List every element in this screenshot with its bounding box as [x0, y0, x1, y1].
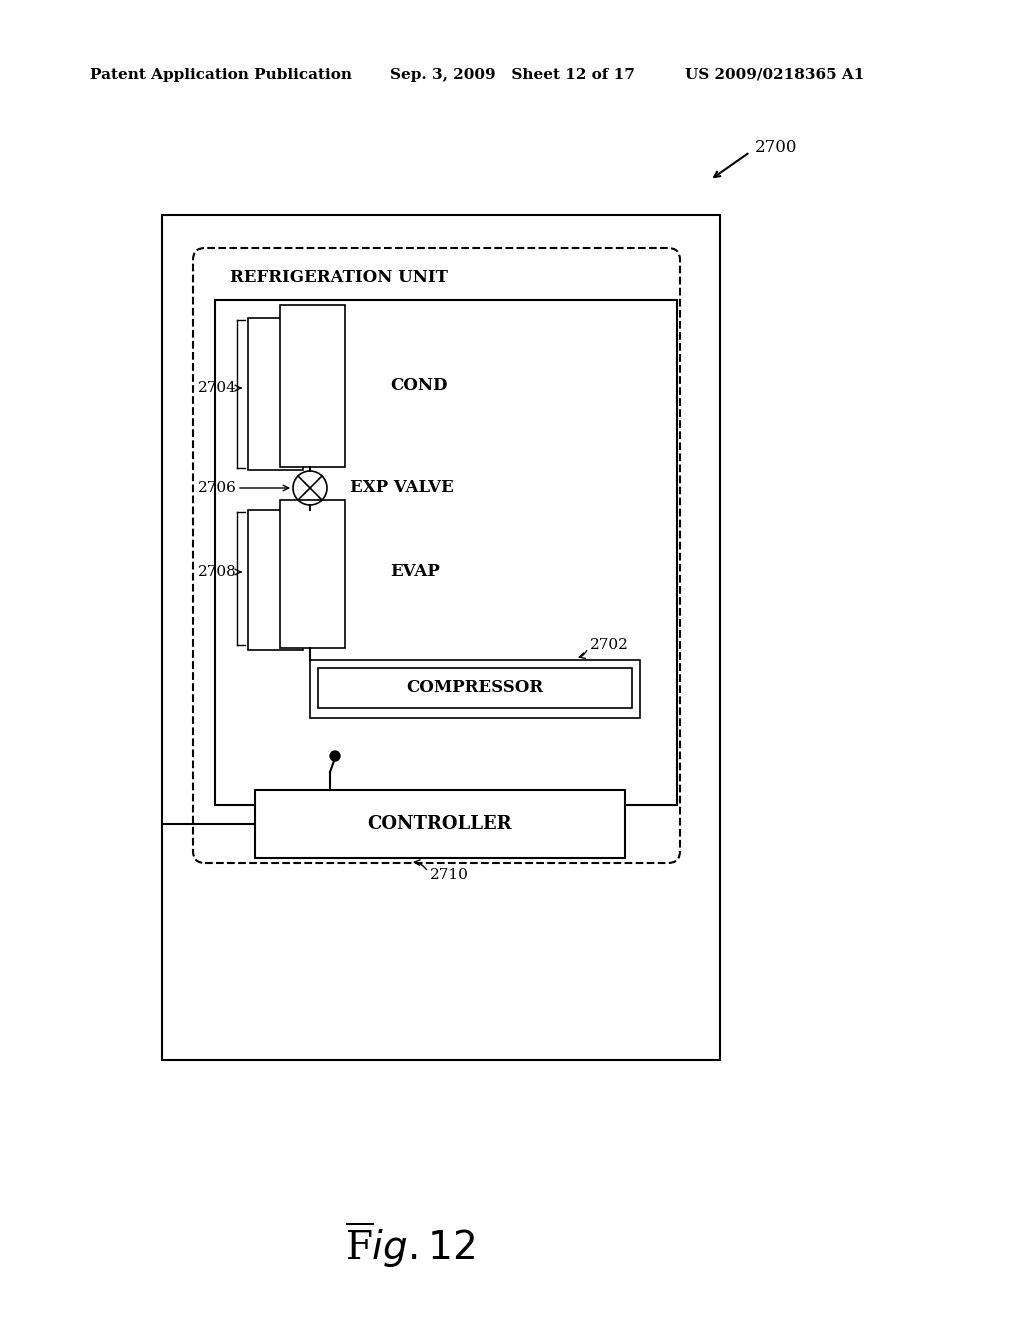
Text: $\mathdefault{\overline{F}}$$\it{ig. 12}$: $\mathdefault{\overline{F}}$$\it{ig. 12}… — [345, 1220, 475, 1270]
Text: CONTROLLER: CONTROLLER — [368, 814, 512, 833]
Bar — [280, 500, 345, 648]
Bar — [280, 305, 345, 467]
Bar — [255, 789, 625, 858]
Text: EVAP: EVAP — [390, 564, 439, 581]
Bar — [248, 318, 303, 470]
Circle shape — [330, 751, 340, 762]
Bar — [248, 510, 303, 649]
Text: 2708: 2708 — [198, 565, 237, 579]
Text: 2700: 2700 — [755, 140, 798, 157]
Text: US 2009/0218365 A1: US 2009/0218365 A1 — [685, 69, 864, 82]
Text: 2704: 2704 — [198, 381, 237, 395]
Text: EXP VALVE: EXP VALVE — [350, 479, 454, 496]
Text: Patent Application Publication: Patent Application Publication — [90, 69, 352, 82]
Text: 2710: 2710 — [430, 869, 469, 882]
Text: COMPRESSOR: COMPRESSOR — [407, 680, 544, 697]
Text: 2706: 2706 — [198, 480, 237, 495]
Bar — [162, 215, 720, 1060]
Text: 2702: 2702 — [590, 638, 629, 652]
Text: Sep. 3, 2009   Sheet 12 of 17: Sep. 3, 2009 Sheet 12 of 17 — [390, 69, 635, 82]
Bar — [318, 668, 632, 708]
Text: COND: COND — [390, 376, 447, 393]
Bar — [310, 660, 640, 718]
Bar — [215, 300, 677, 805]
Text: REFRIGERATION UNIT: REFRIGERATION UNIT — [230, 269, 447, 286]
